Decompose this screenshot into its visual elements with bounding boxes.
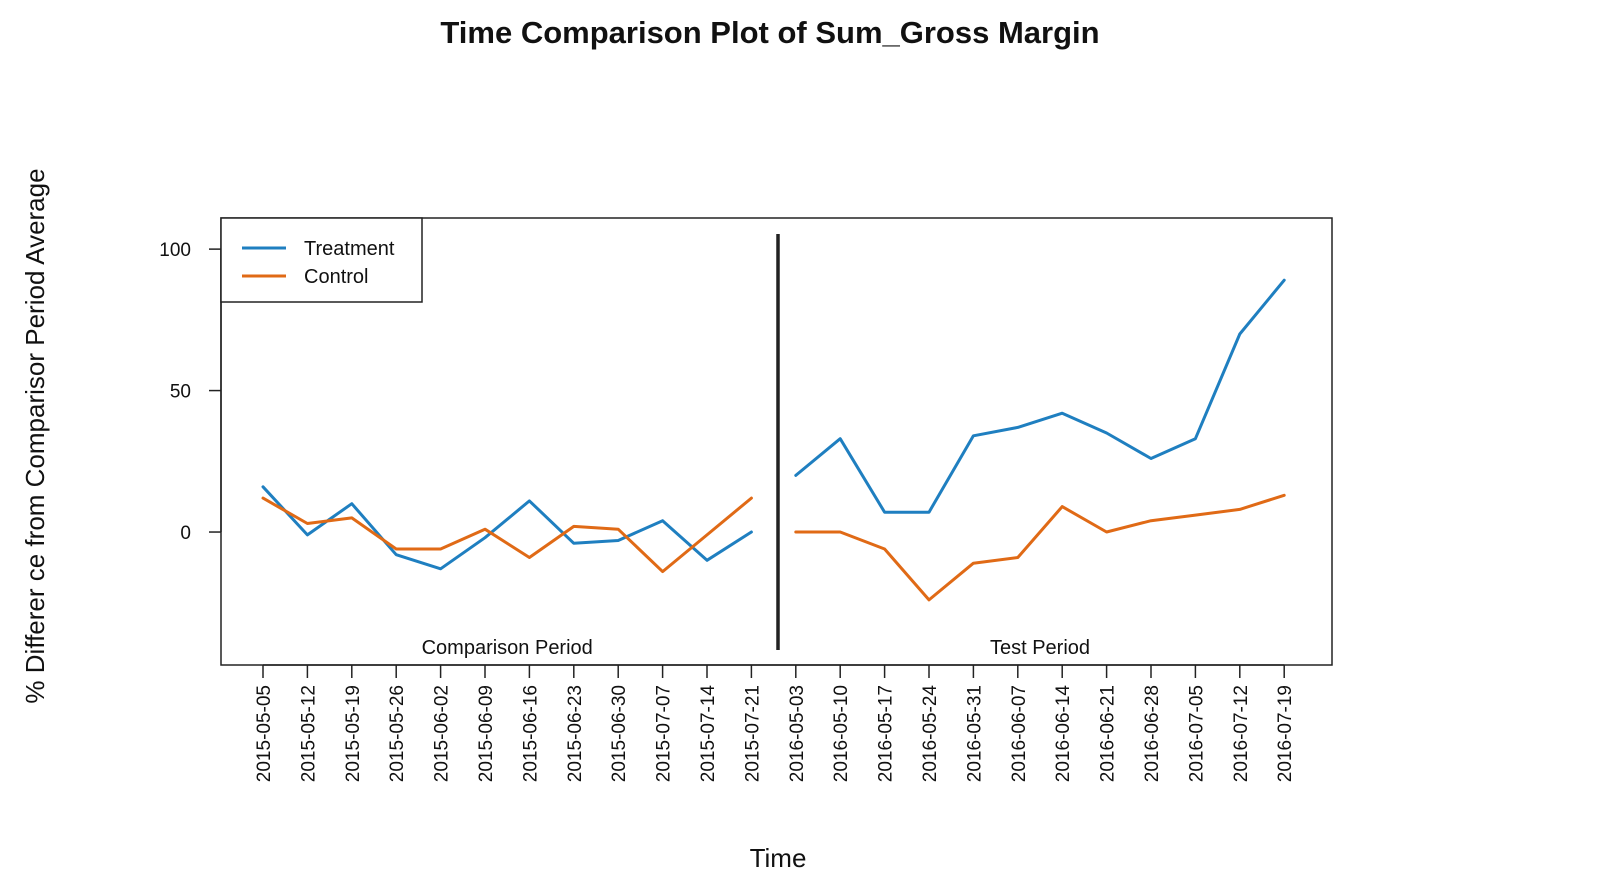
legend: Treatment Control — [220, 217, 423, 303]
x-tick-label: 2015-05-12 — [298, 685, 319, 782]
y-tick-label: 0 — [180, 523, 191, 544]
series-treatment — [261, 278, 1286, 571]
x-axis: 2015-05-05 2015-05-12 2015-05-19 2015-05-26… — [254, 664, 1296, 783]
period-label: Test Period — [990, 637, 1090, 659]
x-tick-label: 2015-06-23 — [565, 685, 586, 782]
x-tick-label: 2015-06-30 — [609, 685, 630, 782]
series-layer — [261, 278, 1286, 602]
x-tick-label: 2015-06-02 — [432, 685, 453, 782]
control-line — [794, 493, 1286, 602]
x-tick-label: 2015-06-09 — [476, 685, 497, 782]
x-tick-label: 2015-07-07 — [654, 685, 675, 782]
x-axis-label: Time — [750, 843, 807, 873]
x-tick-label: 2015-07-14 — [698, 685, 719, 783]
x-tick-label: 2016-06-07 — [1009, 685, 1030, 782]
treatment-line — [261, 485, 753, 571]
y-axis: 0 50 100 — [159, 240, 222, 544]
control-line — [261, 496, 753, 574]
legend-label-treatment: Treatment — [304, 238, 395, 260]
x-tick-label: 2016-07-12 — [1231, 685, 1252, 782]
x-tick-label: 2015-05-26 — [387, 685, 408, 782]
treatment-line — [794, 278, 1286, 514]
chart-title: Time Comparison Plot of Sum_Gross Margin — [440, 15, 1099, 50]
x-tick-label: 2016-07-05 — [1186, 685, 1207, 782]
x-tick-label: 2015-05-05 — [254, 685, 275, 782]
legend-label-control: Control — [304, 266, 368, 288]
period-label: Comparison Period — [422, 637, 593, 659]
legend-box — [220, 217, 423, 303]
y-tick-label: 100 — [159, 240, 191, 261]
x-tick-label: 2016-06-21 — [1098, 685, 1119, 782]
x-tick-label: 2015-07-21 — [742, 685, 763, 782]
x-tick-label: 2016-06-14 — [1053, 685, 1074, 783]
x-tick-label: 2016-05-31 — [964, 685, 985, 782]
x-tick-label: 2016-05-03 — [787, 685, 808, 782]
x-tick-label: 2016-06-28 — [1142, 685, 1163, 782]
x-tick-label: 2016-05-10 — [831, 685, 852, 782]
period-labels: Comparison Period Test Period — [422, 637, 1090, 659]
x-tick-label: 2016-05-17 — [876, 685, 897, 782]
x-tick-label: 2016-05-24 — [920, 685, 941, 783]
y-axis-label: % Differer ce from Comparisor Period Ave… — [20, 168, 50, 703]
x-tick-label: 2016-07-19 — [1275, 685, 1296, 782]
y-tick-label: 50 — [170, 382, 191, 403]
x-tick-label: 2015-05-19 — [343, 685, 364, 782]
series-control — [261, 493, 1286, 602]
x-tick-label: 2015-06-16 — [520, 685, 541, 782]
